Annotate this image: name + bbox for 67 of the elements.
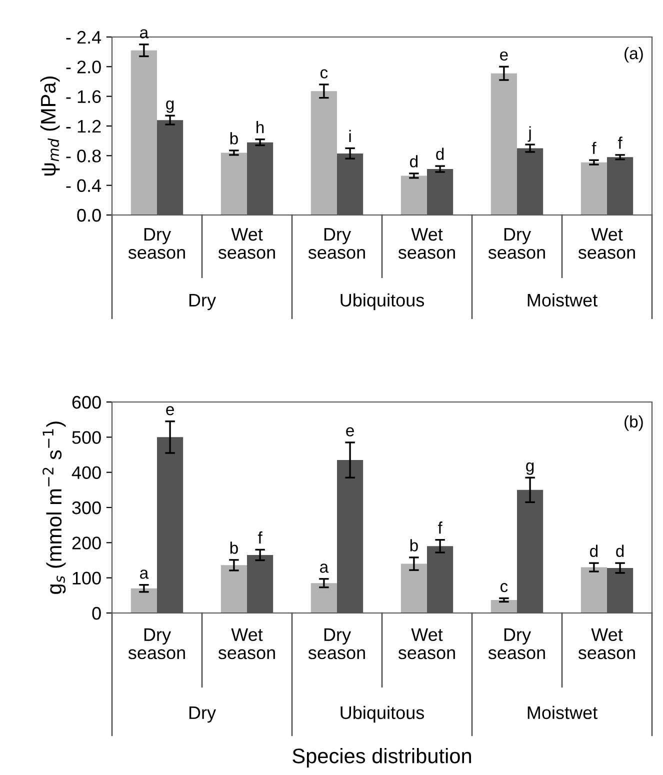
y-tick-label: - 2.0 xyxy=(66,60,101,74)
x-tick-label: Dry season xyxy=(128,628,185,660)
data-label: c xyxy=(320,69,328,78)
data-label: f xyxy=(258,531,262,544)
bar xyxy=(580,567,607,613)
y-tick-label: 400 xyxy=(72,466,101,480)
annotation: (a) xyxy=(624,47,643,63)
data-label: d xyxy=(590,544,598,557)
x-tick-label: Wet season xyxy=(578,628,635,660)
data-label: j xyxy=(528,126,531,142)
y-tick-label: 300 xyxy=(72,501,101,514)
y-tick-label: 600 xyxy=(72,396,101,409)
bar xyxy=(490,600,517,613)
x-tick-label: Wet season xyxy=(398,628,455,660)
data-label: i xyxy=(349,130,351,142)
bar xyxy=(310,583,337,613)
bar xyxy=(130,588,157,613)
y-tick-label: 0.0 xyxy=(77,208,101,222)
x-tick-label: Wet season xyxy=(218,628,275,660)
data-label: g xyxy=(166,100,174,113)
data-label: d xyxy=(410,155,418,168)
data-label: e xyxy=(500,51,508,61)
data-label: d xyxy=(616,544,624,557)
x-tick-label: Wet season xyxy=(398,228,455,259)
bar xyxy=(220,565,247,613)
x-tick-label: Dry season xyxy=(308,228,365,259)
data-label: a xyxy=(140,570,149,579)
x-axis-title: Species distribution xyxy=(292,748,471,768)
data-label: b xyxy=(410,539,418,552)
data-label: e xyxy=(166,406,174,416)
bar xyxy=(400,564,427,613)
text: Ubiquitous xyxy=(340,706,424,723)
text: Moistwet xyxy=(528,706,598,720)
data-label: a xyxy=(140,29,149,38)
data-label: h xyxy=(256,121,264,134)
data-label: f xyxy=(438,522,442,534)
data-label: e xyxy=(346,427,354,436)
x-tick-label: Wet season xyxy=(578,228,635,259)
text: Ubiquitous xyxy=(340,293,424,310)
text: Moistwet xyxy=(528,293,598,307)
y-tick-label: - 2.4 xyxy=(66,30,102,44)
y-tick-label: 0 xyxy=(92,606,101,620)
y-tick-label: 200 xyxy=(72,536,101,550)
data-label: g xyxy=(526,462,534,475)
x-tick-label: Dry season xyxy=(488,628,545,660)
data-label: f xyxy=(618,136,622,149)
y-tick-label: 100 xyxy=(72,572,101,585)
y-tick-label: - 1.6 xyxy=(66,90,101,104)
x-tick-label: Dry season xyxy=(128,228,185,259)
text: Dry xyxy=(189,706,216,723)
y-tick-label: - 0.8 xyxy=(66,150,101,162)
y-axis-title: ψ$_{md}$ (MPa) xyxy=(40,76,60,176)
y-tick-label: 500 xyxy=(72,431,101,444)
data-label: c xyxy=(500,583,508,592)
data-label: d xyxy=(436,148,444,160)
data-label: a xyxy=(320,564,329,573)
y-axis-title: g$_{s}$ (mmol m$^{−2}$ s$^{−1}$) xyxy=(42,422,66,594)
x-tick-label: Dry season xyxy=(308,628,365,660)
y-tick-label: - 0.4 xyxy=(66,179,102,192)
data-label: b xyxy=(230,542,238,554)
annotation: (b) xyxy=(624,415,643,431)
x-tick-label: Dry season xyxy=(488,228,545,259)
data-label: f xyxy=(592,142,596,154)
x-tick-label: Wet season xyxy=(218,228,275,259)
y-tick-label: - 1.2 xyxy=(66,120,101,133)
text: Dry xyxy=(189,294,216,310)
data-label: b xyxy=(230,132,238,144)
